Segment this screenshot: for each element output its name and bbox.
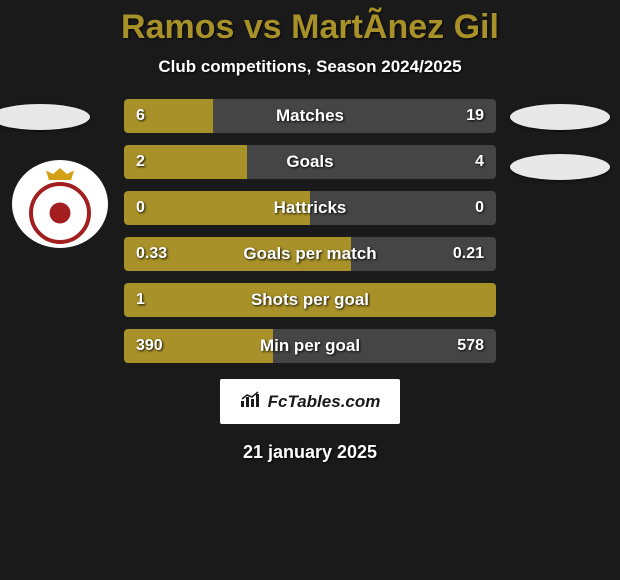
- bar-label: Shots per goal: [251, 290, 369, 310]
- bar-right-value: 578: [457, 337, 484, 355]
- bar-left-value: 0.33: [136, 245, 167, 263]
- bar-row: 0.33 Goals per match 0.21: [124, 237, 496, 271]
- bar-row: 2 Goals 4: [124, 145, 496, 179]
- left-column: [0, 99, 120, 248]
- bar-label: Goals: [286, 152, 333, 172]
- bar-row: 1 Shots per goal: [124, 283, 496, 317]
- bar-left-value: 1: [136, 291, 145, 309]
- club-logo-left: [12, 160, 108, 248]
- subtitle: Club competitions, Season 2024/2025: [0, 57, 620, 77]
- date-label: 21 january 2025: [0, 442, 620, 463]
- brand-chart-icon: [240, 391, 262, 412]
- comparison-infographic: Ramos vs MartÃ­nez Gil Club competitions…: [0, 0, 620, 463]
- footer: FcTables.com 21 january 2025: [0, 379, 620, 463]
- bar-right-value: 19: [466, 107, 484, 125]
- comparison-bars: 6 Matches 19 2 Goals 4 0 Hattricks 0 0.33 Goals pe…: [120, 99, 500, 375]
- right-column: [500, 99, 620, 180]
- bar-label: Matches: [276, 106, 344, 126]
- bar-left-value: 0: [136, 199, 145, 217]
- player-ellipse-left: [0, 104, 90, 130]
- bar-left-value: 6: [136, 107, 145, 125]
- crown-icon: [46, 168, 74, 180]
- bar-row: 390 Min per goal 578: [124, 329, 496, 363]
- bar-right-value: 0.21: [453, 245, 484, 263]
- player-ellipse-right-1: [510, 104, 610, 130]
- bar-row: 0 Hattricks 0: [124, 191, 496, 225]
- bar-label: Min per goal: [260, 336, 360, 356]
- bar-label: Hattricks: [274, 198, 347, 218]
- bar-row: 6 Matches 19: [124, 99, 496, 133]
- chart-area: 6 Matches 19 2 Goals 4 0 Hattricks 0 0.33 Goals pe…: [0, 99, 620, 375]
- player-ellipse-right-2: [510, 154, 610, 180]
- page-title: Ramos vs MartÃ­nez Gil: [0, 8, 620, 47]
- bar-left-value: 2: [136, 153, 145, 171]
- bar-right-value: 0: [475, 199, 484, 217]
- brand-label: FcTables.com: [268, 392, 381, 412]
- crest-ring-icon: [29, 182, 91, 244]
- bar-label: Goals per match: [243, 244, 376, 264]
- bar-right-value: 4: [475, 153, 484, 171]
- brand-box: FcTables.com: [220, 379, 401, 424]
- bar-left-value: 390: [136, 337, 163, 355]
